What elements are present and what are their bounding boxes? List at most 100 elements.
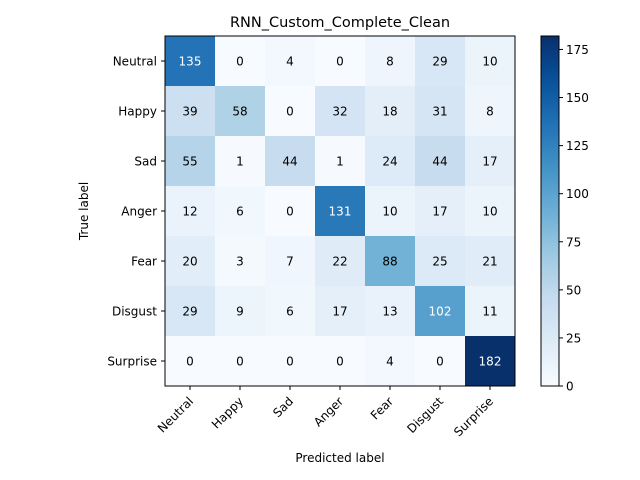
heatmap-cell [465, 36, 516, 87]
heatmap-cell [315, 86, 366, 137]
heatmap-cell [265, 186, 316, 237]
heatmap-cell [165, 236, 216, 287]
cell-value-label: 8 [386, 55, 394, 69]
cell-value-label: 3 [236, 255, 244, 269]
cell-value-label: 102 [429, 305, 452, 319]
y-axis-label: True label [77, 182, 91, 241]
cell-value-label: 11 [482, 305, 497, 319]
cell-value-label: 13 [382, 305, 397, 319]
cell-value-label: 22 [332, 255, 347, 269]
y-tick-label: Neutral [113, 55, 157, 69]
heatmap-cell [465, 336, 516, 387]
cell-value-label: 12 [182, 205, 197, 219]
heatmap-cell [315, 286, 366, 337]
heatmap-cell [365, 36, 416, 87]
colorbar-tick-label: 150 [566, 91, 589, 105]
cell-value-label: 25 [432, 255, 447, 269]
heatmap-cell [365, 336, 416, 387]
cell-value-label: 44 [282, 155, 297, 169]
cell-value-label: 9 [236, 305, 244, 319]
cell-value-label: 6 [236, 205, 244, 219]
heatmap-cell [215, 236, 266, 287]
cell-value-label: 1 [336, 155, 344, 169]
cell-value-label: 0 [436, 355, 444, 369]
heatmap-cell [415, 236, 466, 287]
cell-value-label: 1 [236, 155, 244, 169]
colorbar-tick-label: 25 [566, 331, 581, 345]
cell-value-label: 10 [382, 205, 397, 219]
heatmap-cell [215, 86, 266, 137]
y-tick-label: Surprise [107, 355, 157, 369]
y-tick-label: Happy [118, 105, 157, 119]
cell-value-label: 17 [482, 155, 497, 169]
y-tick-label: Fear [131, 255, 157, 269]
heatmap-cell [215, 36, 266, 87]
heatmap-cell [365, 86, 416, 137]
cell-value-label: 29 [432, 55, 447, 69]
cell-value-label: 88 [382, 255, 397, 269]
heatmap-cell [265, 86, 316, 137]
heatmap-cell [265, 136, 316, 187]
colorbar-tick-label: 100 [566, 187, 589, 201]
cell-value-label: 10 [482, 55, 497, 69]
cell-value-label: 0 [336, 355, 344, 369]
cell-value-label: 18 [382, 105, 397, 119]
cell-value-label: 0 [286, 205, 294, 219]
cell-value-label: 55 [182, 155, 197, 169]
heatmap-cell [165, 136, 216, 187]
heatmap-cell [415, 36, 466, 87]
cell-value-label: 0 [336, 55, 344, 69]
heatmap-cell [265, 336, 316, 387]
cell-value-label: 10 [482, 205, 497, 219]
heatmap-cell [365, 136, 416, 187]
heatmap-cell [215, 286, 266, 337]
cell-value-label: 24 [382, 155, 397, 169]
cell-value-label: 32 [332, 105, 347, 119]
heatmap-cell [315, 236, 366, 287]
heatmap-cell [265, 36, 316, 87]
y-tick-label: Disgust [112, 305, 157, 319]
y-tick-label: Anger [121, 205, 157, 219]
cell-value-label: 0 [286, 355, 294, 369]
heatmap-cell [165, 36, 216, 87]
cell-value-label: 58 [232, 105, 247, 119]
heatmap-cell [465, 86, 516, 137]
cell-value-label: 4 [286, 55, 294, 69]
colorbar-tick-label: 50 [566, 283, 581, 297]
heatmap-cell [365, 186, 416, 237]
cell-value-label: 0 [236, 55, 244, 69]
heatmap-cell [365, 236, 416, 287]
chart-title: RNN_Custom_Complete_Clean [230, 15, 450, 31]
cell-value-label: 0 [286, 105, 294, 119]
cell-value-label: 7 [286, 255, 294, 269]
cell-value-label: 17 [332, 305, 347, 319]
colorbar-tick-label: 0 [566, 380, 574, 394]
cell-value-label: 31 [432, 105, 447, 119]
heatmap-cell [415, 136, 466, 187]
cell-value-label: 135 [179, 55, 202, 69]
cell-value-label: 21 [482, 255, 497, 269]
cell-value-label: 182 [479, 355, 502, 369]
heatmap-cell [165, 186, 216, 237]
heatmap-cell [215, 136, 266, 187]
cell-value-label: 8 [486, 105, 494, 119]
cell-value-label: 0 [236, 355, 244, 369]
heatmap-cell [315, 136, 366, 187]
cell-value-label: 39 [182, 105, 197, 119]
heatmap-cell [465, 136, 516, 187]
heatmap-cell [465, 286, 516, 337]
heatmap-cell [365, 286, 416, 337]
heatmap-cell [415, 336, 466, 387]
cell-value-label: 17 [432, 205, 447, 219]
cell-value-label: 29 [182, 305, 197, 319]
colorbar-ticks: 0 25 50 75 100 125 150 175 [559, 43, 589, 394]
y-tick-label: Sad [134, 155, 157, 169]
heatmap-cell [315, 336, 366, 387]
colorbar [540, 35, 560, 387]
heatmap-cell [265, 236, 316, 287]
heatmap-cell [265, 286, 316, 337]
colorbar-tick-label: 75 [566, 235, 581, 249]
heatmap-cell [415, 186, 466, 237]
